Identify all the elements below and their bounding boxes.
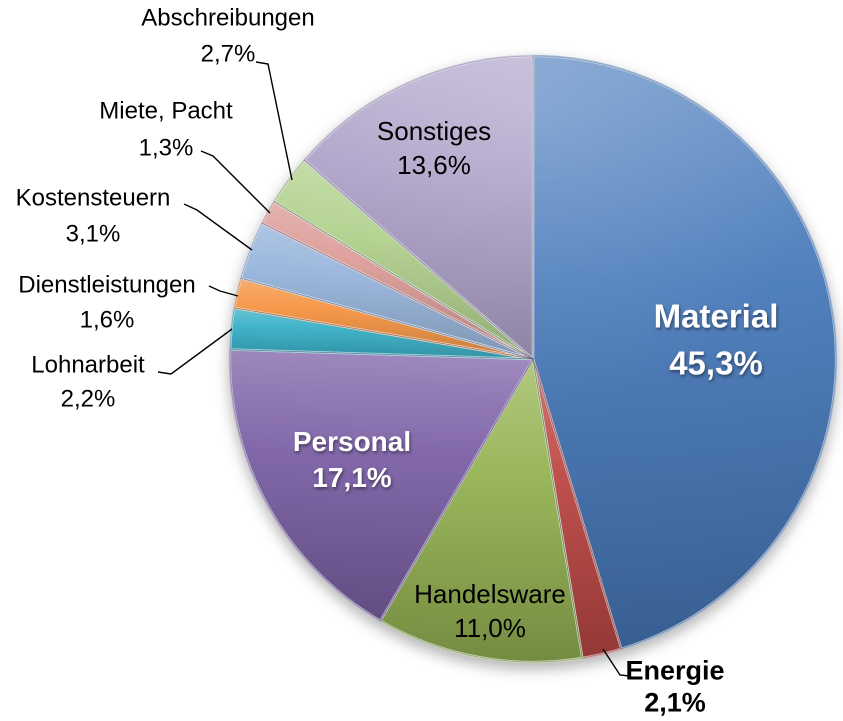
label-percent-miete-pacht: 1,3% bbox=[139, 134, 194, 161]
label-percent-energie: 2,1% bbox=[644, 687, 706, 717]
label-miete-pacht: Miete, Pacht 1,3% bbox=[99, 97, 233, 161]
label-percent-abschreibungen: 2,7% bbox=[201, 40, 256, 67]
leader-line-lohnarbeit bbox=[157, 328, 233, 375]
label-lohnarbeit: Lohnarbeit 2,2% bbox=[31, 351, 145, 412]
leader-line-kostensteuern bbox=[183, 203, 253, 251]
leader-line-dienstleistungen bbox=[208, 285, 239, 297]
label-text-dienstleistungen: Dienstleistungen bbox=[18, 271, 195, 298]
label-text-abschreibungen: Abschreibungen bbox=[141, 4, 314, 31]
label-text-miete-pacht: Miete, Pacht bbox=[99, 97, 233, 124]
label-percent-kostensteuern: 3,1% bbox=[66, 220, 121, 247]
label-kostensteuern: Kostensteuern 3,1% bbox=[16, 184, 171, 247]
label-percent-lohnarbeit: 2,2% bbox=[61, 385, 116, 412]
label-text-energie: Energie bbox=[625, 655, 724, 685]
leader-line-abschreibungen bbox=[255, 61, 293, 181]
label-dienstleistungen: Dienstleistungen 1,6% bbox=[18, 271, 195, 333]
label-text-lohnarbeit: Lohnarbeit bbox=[31, 351, 145, 378]
label-text-kostensteuern: Kostensteuern bbox=[16, 184, 171, 211]
label-abschreibungen: Abschreibungen 2,7% bbox=[141, 4, 314, 67]
leader-line-energie bbox=[602, 648, 630, 677]
label-percent-dienstleistungen: 1,6% bbox=[80, 306, 135, 333]
leader-line-miete-pacht bbox=[200, 150, 271, 214]
